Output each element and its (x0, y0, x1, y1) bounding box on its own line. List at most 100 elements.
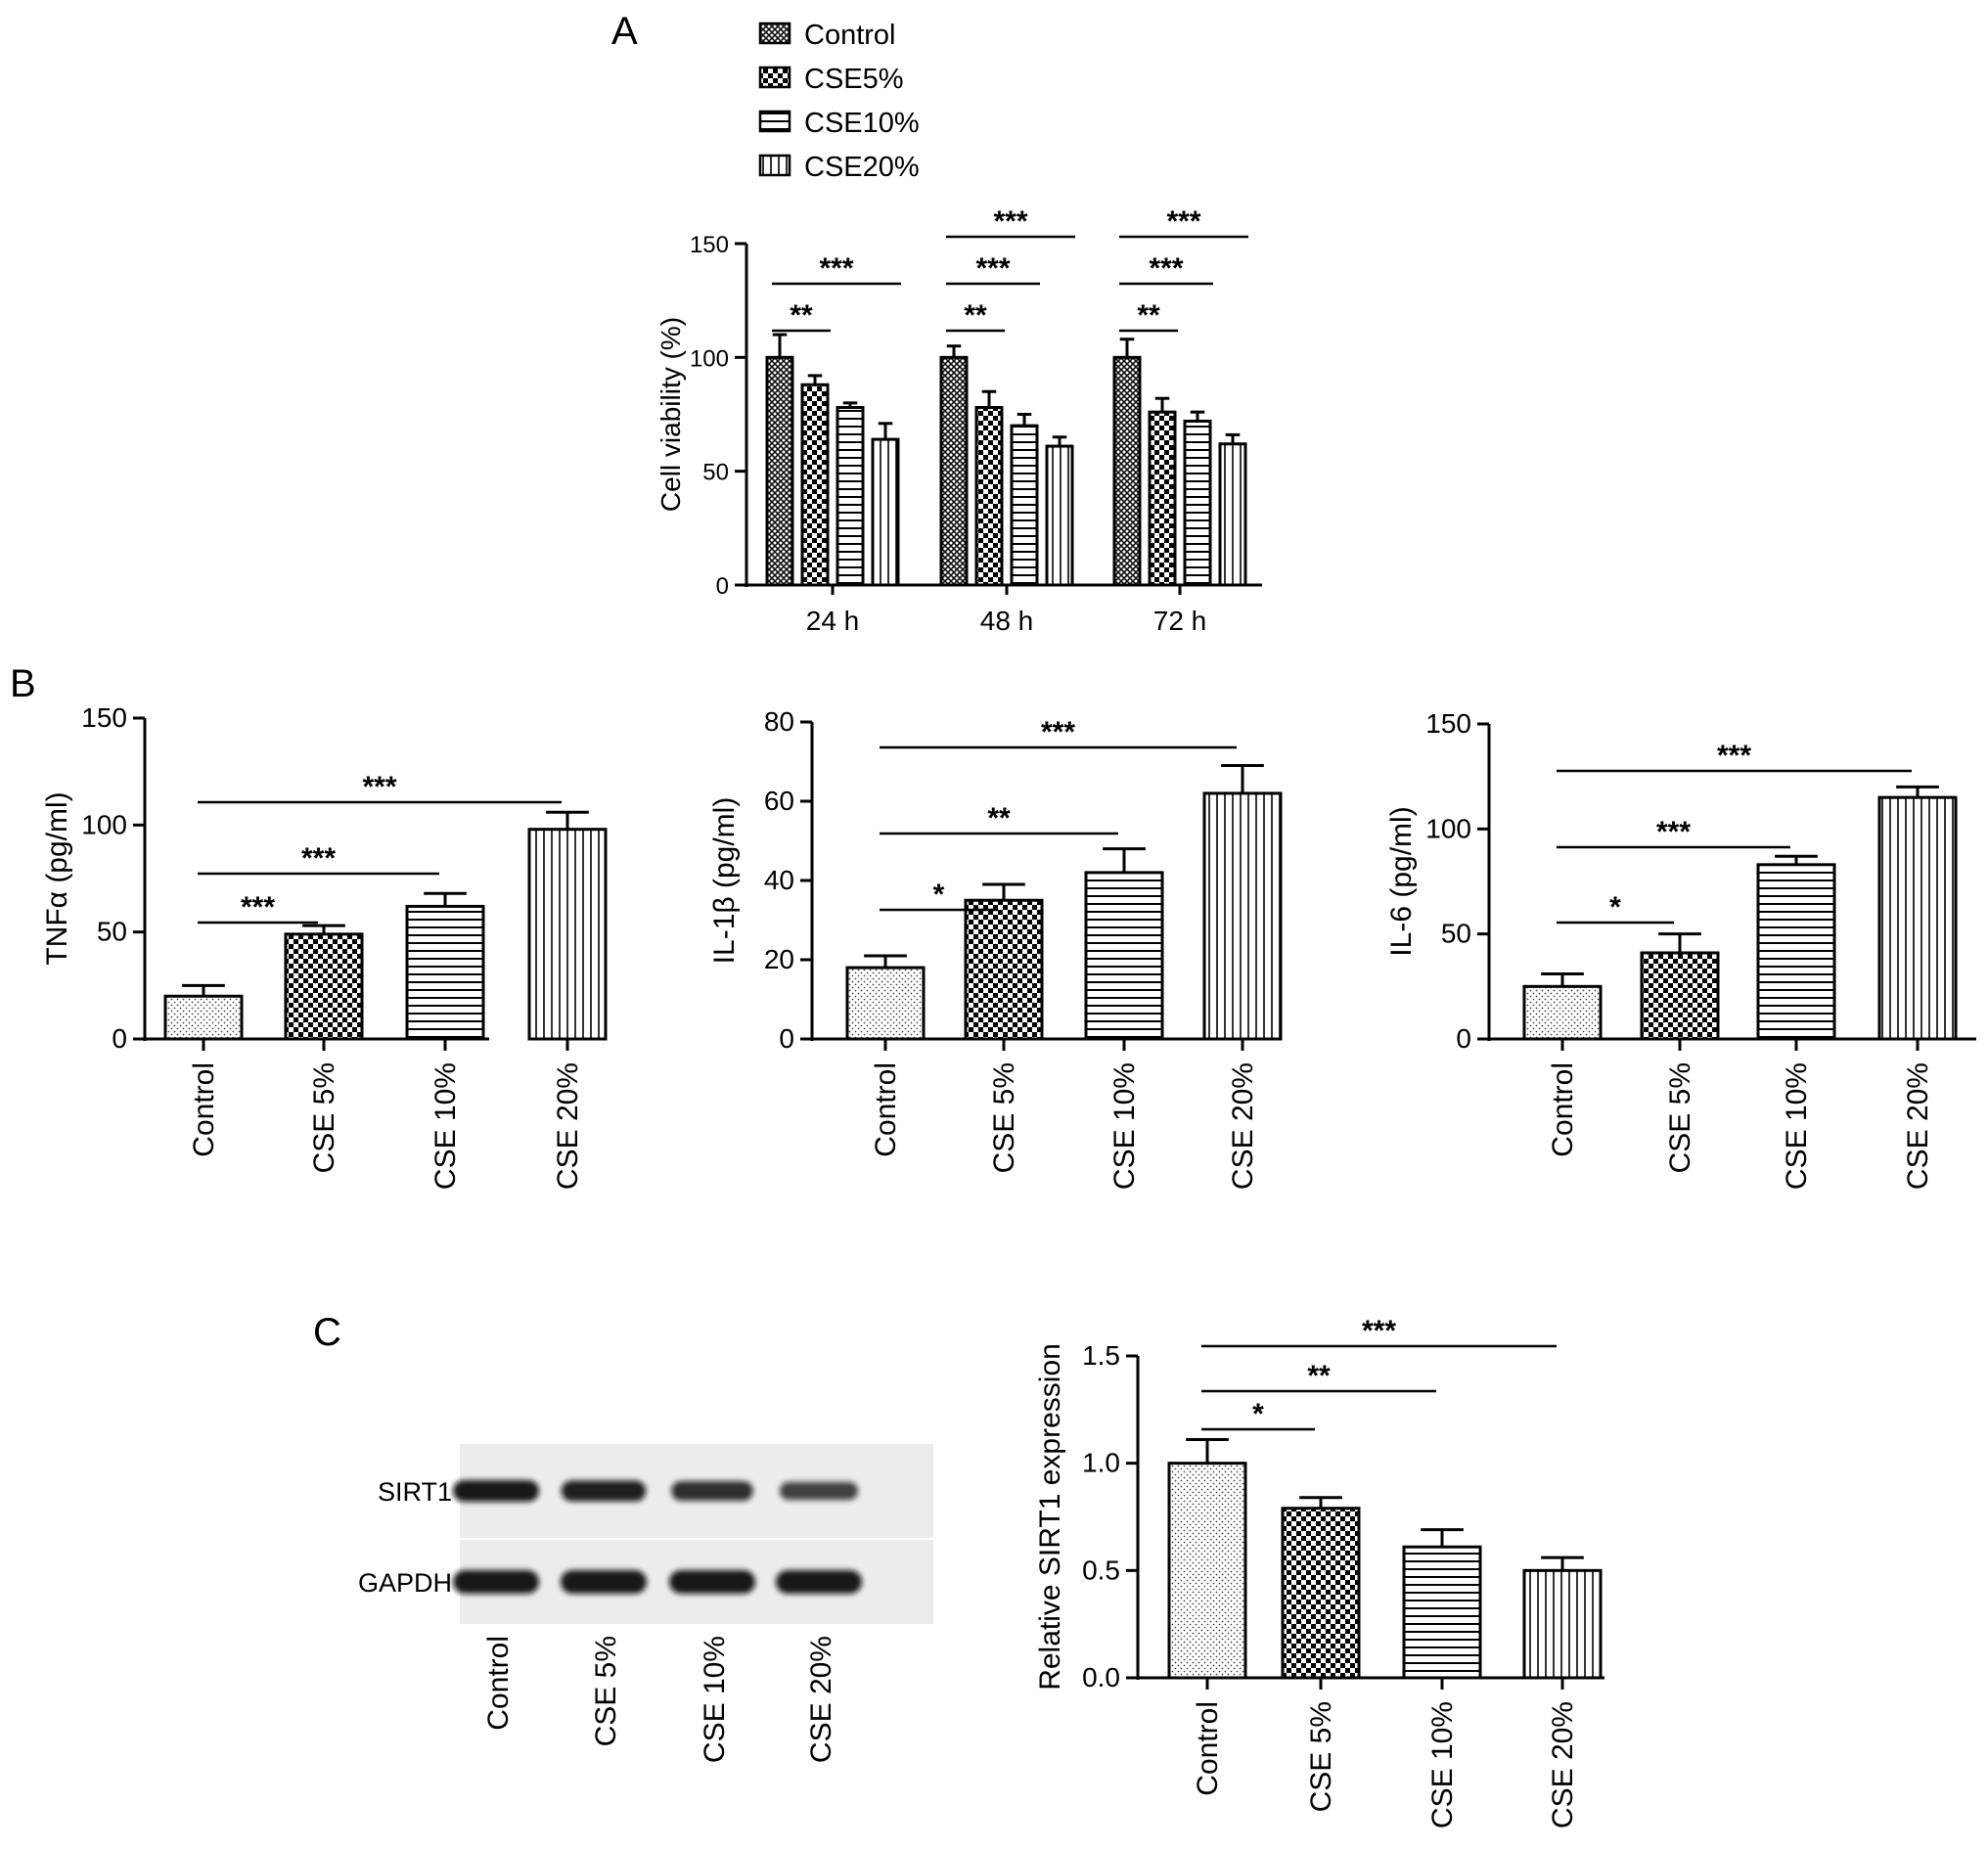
x-tick-label: CSE 10% (1108, 1062, 1141, 1190)
y-tick-label: 0 (716, 573, 729, 600)
bar (163, 994, 244, 1041)
panel-label-c: C (313, 1311, 341, 1354)
x-tick-label: CSE 10% (1426, 1701, 1459, 1828)
x-tick-label: 24 h (806, 606, 860, 636)
bar (1148, 410, 1177, 587)
legend-swatch (758, 110, 791, 133)
significance-label: ** (790, 299, 813, 332)
x-tick-label: CSE 20% (552, 1062, 584, 1190)
y-tick-label: 150 (690, 232, 729, 258)
bar (1281, 1507, 1361, 1680)
blot-band (669, 1570, 755, 1594)
y-axis-label: IL-6 (pg/ml) (1385, 806, 1418, 956)
blot-band (453, 1570, 539, 1594)
legend-label: CSE20% (804, 152, 920, 183)
x-tick-label: CSE 20% (1902, 1062, 1934, 1190)
bar (405, 904, 485, 1041)
bar (1167, 1462, 1247, 1680)
bar (1218, 442, 1247, 587)
y-tick-label: 0 (112, 1023, 127, 1054)
y-tick-label: 0 (779, 1023, 794, 1054)
band-label: GAPDH (358, 1568, 452, 1598)
bar (1640, 951, 1720, 1041)
y-axis-label: IL-1β (pg/ml) (708, 797, 741, 965)
panel-label-a: A (611, 10, 638, 53)
panel-label-b: B (10, 662, 36, 705)
significance-label: *** (975, 252, 1010, 285)
lane-label: CSE 20% (805, 1636, 837, 1763)
y-tick-label: 50 (702, 460, 729, 486)
x-tick-label: CSE 10% (1781, 1062, 1813, 1190)
significance-label: *** (301, 842, 336, 875)
y-tick-label: 100 (1425, 813, 1471, 843)
significance-label: ** (964, 299, 987, 332)
western-blot: SIRT1 GAPDH Control CSE 5% CSE 10% CSE 20% (358, 1444, 933, 1763)
significance-label: *** (1166, 205, 1200, 238)
bar (1084, 871, 1164, 1041)
y-tick-label: 80 (764, 706, 794, 737)
significance-label: ** (1137, 299, 1160, 332)
y-tick-label: 1.5 (1082, 1340, 1120, 1371)
x-tick-label: CSE 20% (1227, 1062, 1259, 1190)
bar (1010, 424, 1039, 587)
bar (1202, 791, 1283, 1041)
significance-label: * (1609, 891, 1621, 924)
y-tick-label: 0.5 (1082, 1555, 1120, 1585)
blot-band (561, 1570, 647, 1594)
bar (939, 355, 969, 587)
x-tick-label: Control (188, 1062, 220, 1157)
bar (845, 966, 926, 1041)
bar (800, 383, 830, 587)
y-axis-label: Relative SIRT1 expression (1034, 1343, 1066, 1691)
bar (836, 406, 865, 587)
significance-label: *** (1656, 816, 1691, 848)
y-tick-label: 0.0 (1082, 1662, 1120, 1692)
lane-label: Control (482, 1636, 515, 1731)
y-tick-label: 100 (690, 345, 729, 372)
lane-label: CSE 10% (699, 1636, 731, 1763)
blot-band (779, 1481, 859, 1501)
y-tick-label: 50 (97, 917, 127, 947)
significance-label: * (1252, 1398, 1264, 1430)
legend-swatch (758, 22, 791, 45)
legend-swatch (758, 154, 791, 177)
bar (1877, 795, 1958, 1041)
bar (1756, 863, 1836, 1041)
y-tick-label: 1.0 (1082, 1448, 1120, 1478)
bar (765, 355, 794, 587)
y-tick-label: 50 (1441, 919, 1471, 949)
bar (1522, 1568, 1603, 1680)
blot-band (671, 1481, 753, 1501)
chart-cell-viability: 0 50 100 150 Cell viability (%) 24 h 48 h 72 h *… (655, 20, 1262, 636)
significance-label: *** (819, 252, 853, 285)
bar (527, 828, 608, 1041)
significance-label: *** (362, 771, 396, 803)
chart-tnfa: 0 50 100 150 TNFα (pg/ml) Control CSE 5% CSE 10… (41, 702, 608, 1190)
bar (964, 898, 1044, 1041)
significance-label: ** (987, 802, 1011, 834)
significance-label: *** (1149, 252, 1183, 285)
blot-band (453, 1480, 539, 1502)
y-tick-label: 0 (1456, 1023, 1471, 1054)
significance-label: *** (1041, 716, 1075, 748)
y-tick-label: 60 (764, 786, 794, 816)
x-tick-label: 48 h (980, 606, 1034, 636)
x-tick-label: CSE 10% (429, 1062, 462, 1190)
x-tick-label: CSE 20% (1547, 1701, 1579, 1828)
band-label: SIRT1 (378, 1477, 452, 1507)
significance-label: * (933, 879, 945, 911)
bar (1112, 355, 1142, 587)
chart-sirt1-expression: 0.0 0.5 1.0 1.5 Relative SIRT1 expression Con… (1034, 1315, 1604, 1828)
legend-swatch (758, 66, 791, 89)
bar (1402, 1545, 1482, 1680)
legend-label: CSE10% (804, 108, 920, 139)
significance-label: *** (1717, 740, 1751, 772)
bar (1183, 419, 1212, 587)
x-tick-label: Control (1547, 1062, 1579, 1157)
chart-il6: 0 50 100 150 IL-6 (pg/ml) Control CSE 5% CSE 10… (1385, 708, 1976, 1190)
y-tick-label: 150 (1425, 708, 1471, 739)
y-tick-label: 150 (81, 702, 127, 733)
x-tick-label: Control (1192, 1701, 1224, 1796)
y-tick-label: 40 (764, 865, 794, 895)
